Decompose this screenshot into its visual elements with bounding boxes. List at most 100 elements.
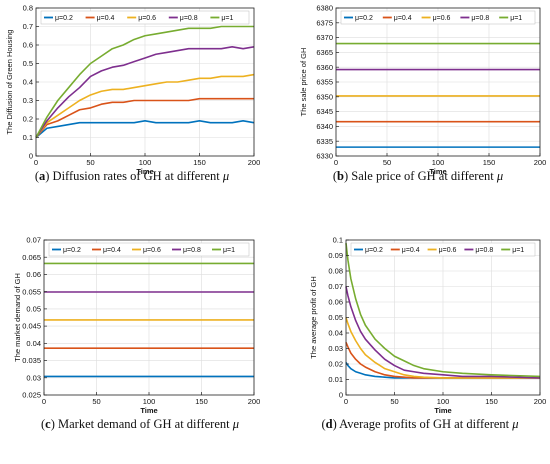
x-tick-label: 200	[248, 397, 261, 406]
x-tick-label: 50	[92, 397, 100, 406]
series-line-2	[35, 97, 254, 139]
legend-entry: μ=0.8	[475, 247, 493, 254]
y-axis-label: The market demand of GH	[13, 273, 22, 362]
y-tick-label: 0	[339, 391, 343, 400]
y-tick-label: 0.1	[23, 133, 33, 142]
caption-text: Market demand of GH at different	[58, 417, 230, 431]
y-tick-label: 0.065	[22, 253, 41, 262]
y-tick-label: 0.035	[22, 356, 41, 365]
y-tick-label: 0.06	[26, 270, 41, 279]
legend-entry: μ=1	[223, 247, 235, 254]
legend-entry: μ=0.8	[183, 247, 201, 254]
y-tick-label: 0.06	[328, 298, 343, 307]
y-tick-label: 6355	[316, 78, 333, 87]
x-axis-label: Time	[434, 406, 451, 415]
y-tick-label: 6335	[316, 137, 333, 146]
panel-d: 0 50 100 150 200 0 0.01 0.02 0.03 0.04 0.05 0.06 0.0…	[309, 236, 546, 431]
x-axis-label: Time	[136, 167, 153, 176]
caption-symbol: μ	[222, 169, 229, 183]
x-tick-label: 150	[485, 397, 498, 406]
legend-entry: μ=0.2	[63, 247, 81, 254]
legend-entry: μ=0.4	[402, 247, 420, 254]
y-tick-label: 6380	[316, 4, 333, 13]
y-axis-label: The Diffusion of Green Housing	[5, 30, 14, 135]
y-tick-label: 0.04	[328, 329, 343, 338]
y-axis-label: The sale price of GH	[299, 48, 308, 117]
caption-letter: c	[45, 417, 51, 431]
x-tick-label: 200	[248, 158, 261, 167]
y-tick-label: 6370	[316, 33, 333, 42]
y-tick-label: 0.05	[26, 304, 41, 313]
y-tick-label: 0.045	[22, 322, 41, 331]
panel-caption: (c) Market demand of GH at different μ	[41, 417, 239, 431]
panel-a: 0 50 100 150 200 0 0.1 0.2 0.3 0.4 0.5 0.6 0.7 0.8 Tim…	[5, 4, 260, 183]
legend-entry: μ=0.2	[365, 247, 383, 254]
caption-symbol: μ	[496, 169, 503, 183]
panel-caption: (a) Diffusion rates of GH at different μ	[35, 169, 229, 183]
legend-entry: μ=0.6	[439, 247, 457, 254]
y-tick-label: 0.05	[328, 313, 343, 322]
caption-symbol: μ	[232, 417, 239, 431]
x-tick-label: 200	[534, 397, 547, 406]
y-tick-label: 0.2	[23, 115, 33, 124]
grid	[335, 7, 541, 157]
y-tick-label: 6375	[316, 18, 333, 27]
legend-entry: μ=0.8	[471, 15, 489, 22]
y-tick-label: 0.08	[328, 267, 343, 276]
caption-letter: b	[337, 169, 344, 183]
series-line-5	[35, 25, 254, 138]
y-tick-label: 6365	[316, 48, 333, 57]
x-tick-label: 0	[42, 397, 46, 406]
y-tick-label: 0.03	[328, 344, 343, 353]
y-axis-label: The average profit of GH	[309, 276, 318, 359]
x-axis-label: Time	[140, 406, 157, 415]
series-line-4	[35, 46, 255, 138]
y-tick-label: 0	[29, 152, 33, 161]
series-line-3	[35, 73, 255, 138]
legend-entry: μ=1	[221, 15, 233, 22]
panel-b: 0 50 100 150 200 6330 6335 6340 6345 6350 6355 6360…	[299, 4, 546, 183]
y-tick-label: 0.6	[23, 41, 33, 50]
legend-entry: μ=0.6	[143, 247, 161, 254]
y-tick-label: 0.04	[26, 339, 41, 348]
legend-entry: μ=0.6	[138, 15, 156, 22]
legend-entry: μ=1	[512, 247, 524, 254]
y-tick-label: 6350	[316, 92, 333, 101]
legend-box	[40, 10, 250, 25]
caption-letter: a	[39, 169, 46, 183]
panel-caption: (d) Average profits of GH at different μ	[321, 417, 518, 431]
x-tick-label: 150	[483, 158, 496, 167]
legend-entry: μ=0.4	[97, 15, 115, 22]
y-tick-label: 6360	[316, 63, 333, 72]
y-tick-label: 0.025	[22, 391, 41, 400]
panel-c: 0 50 100 150 200 0.025 0.03 0.035 0.04 0.045 0.05 0…	[13, 236, 260, 431]
legend-entry: μ=0.4	[394, 15, 412, 22]
y-tick-label: 0.09	[328, 251, 343, 260]
caption-text: Diffusion rates of GH at different	[53, 169, 221, 183]
x-tick-label: 100	[432, 158, 445, 167]
y-tick-label: 6330	[316, 152, 333, 161]
y-tick-label: 0.055	[22, 287, 41, 296]
y-tick-label: 0.03	[26, 373, 41, 382]
series-line-3	[345, 317, 540, 379]
x-tick-label: 100	[143, 397, 156, 406]
x-tick-label: 150	[193, 158, 206, 167]
legend-entry: μ=0.8	[180, 15, 198, 22]
caption-text: Average profits of GH at different	[339, 417, 509, 431]
x-tick-label: 150	[195, 397, 208, 406]
y-tick-label: 0.07	[328, 282, 343, 291]
legend-entry: μ=0.2	[355, 15, 373, 22]
y-tick-label: 0.07	[26, 236, 41, 245]
legend-entry: μ=1	[510, 15, 522, 22]
x-tick-label: 50	[383, 158, 391, 167]
y-tick-label: 0.1	[333, 236, 343, 245]
y-tick-label: 0.01	[328, 375, 343, 384]
legend-entry: μ=0.4	[103, 247, 121, 254]
x-tick-label: 0	[334, 158, 338, 167]
caption-text: Sale price of GH at different	[351, 169, 494, 183]
legend-entry: μ=0.2	[55, 15, 73, 22]
x-tick-label: 50	[390, 397, 398, 406]
y-tick-label: 0.02	[328, 360, 343, 369]
caption-letter: d	[326, 417, 333, 431]
series-line-1	[35, 120, 255, 139]
